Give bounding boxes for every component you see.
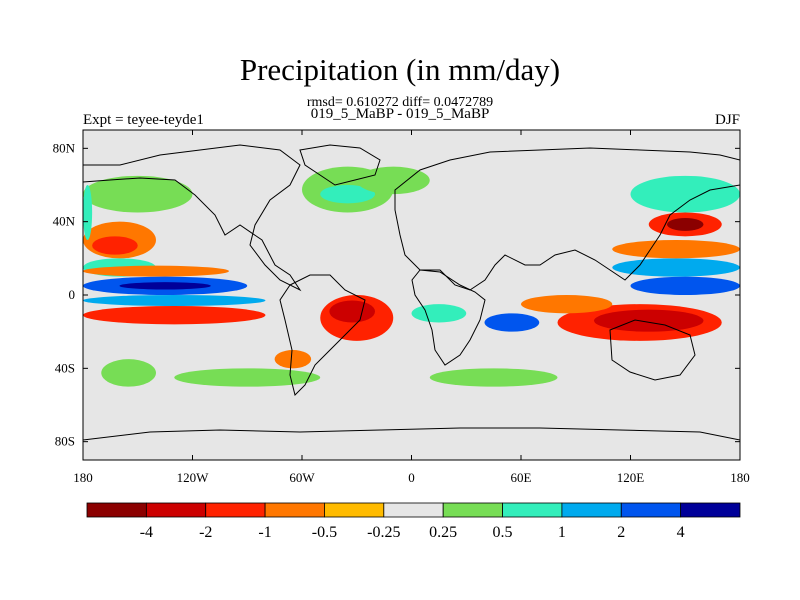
anomaly-region xyxy=(521,295,613,314)
anomaly-region xyxy=(83,295,266,306)
colorbar-label: -1 xyxy=(258,524,271,541)
lon-tick-label: 180 xyxy=(730,470,750,485)
colorbar-swatch xyxy=(561,502,622,518)
anomaly-region xyxy=(83,306,266,325)
colorbar-swatch xyxy=(145,502,207,518)
coastline-africa xyxy=(411,269,486,366)
anomaly-region xyxy=(630,276,740,296)
experiment-label: Expt = teyee-teyde1 xyxy=(83,112,204,128)
colorbar-label: 4 xyxy=(677,524,685,541)
coastline-north-america xyxy=(83,144,302,292)
season-label: DJF xyxy=(714,112,740,128)
anomaly-region xyxy=(92,236,138,255)
colorbar-swatch xyxy=(324,502,385,518)
anomaly-region xyxy=(83,175,193,213)
anomaly-region xyxy=(83,185,93,240)
anomaly-region xyxy=(320,185,375,204)
colorbar-swatch xyxy=(620,502,682,518)
coastline-antarctica xyxy=(83,427,740,441)
colorbar-swatch xyxy=(442,502,503,518)
colorbar-label: -0.25 xyxy=(367,524,400,541)
lon-tick-label: 180 xyxy=(73,470,93,485)
colorbar-swatch xyxy=(680,502,741,518)
chart-title: Precipitation (in mm/day) xyxy=(239,52,561,87)
lon-tick-label: 120E xyxy=(617,470,645,485)
colorbar-label: 0.5 xyxy=(493,524,513,541)
lat-tick-label: 40S xyxy=(55,360,75,375)
colorbar-swatch xyxy=(86,502,147,518)
coastline-layer xyxy=(83,144,740,441)
anomaly-region xyxy=(174,368,321,387)
colorbar: -4 -2 -1 -0.5 -0.25 0.25 0.5 1 2 4 xyxy=(86,502,741,541)
anomaly-region xyxy=(594,309,704,332)
anomaly-layer xyxy=(83,166,740,387)
chart-subtitle-cases: 019_5_MaBP - 019_5_MaBP xyxy=(310,106,490,122)
anomaly-region xyxy=(429,368,558,387)
anomaly-region xyxy=(630,175,740,213)
colorbar-swatch xyxy=(383,502,444,518)
colorbar-swatch xyxy=(264,502,325,518)
coastline-australia xyxy=(609,319,696,381)
colorbar-label: -2 xyxy=(199,524,212,541)
colorbar-swatch xyxy=(502,502,563,518)
lat-tick-label: 0 xyxy=(69,287,76,302)
anomaly-region xyxy=(101,359,156,387)
colorbar-label: 2 xyxy=(617,524,625,541)
lon-tick-label: 60E xyxy=(511,470,532,485)
map-axes: 180 120W 60W 0 60E 120E 180 80N 40N 0 40S 80S xyxy=(53,130,750,485)
lat-tick-label: 40N xyxy=(53,214,76,229)
coastline-greenland xyxy=(299,144,381,186)
colorbar-label: 0.25 xyxy=(429,524,457,541)
colorbar-label: 1 xyxy=(558,524,566,541)
anomaly-region xyxy=(612,240,740,259)
lat-tick-label: 80N xyxy=(53,140,76,155)
anomaly-region xyxy=(612,258,740,277)
anomaly-region xyxy=(484,313,540,332)
lon-tick-label: 60W xyxy=(289,470,315,485)
colorbar-label: -0.5 xyxy=(312,524,337,541)
chart-subtitle-stats: rmsd= 0.610272 diff= 0.0472789 xyxy=(306,95,494,110)
anomaly-region xyxy=(411,304,467,323)
colorbar-swatch xyxy=(205,502,266,518)
colorbar-label: -4 xyxy=(140,524,153,541)
coastline-south-america xyxy=(279,274,366,396)
lat-tick-label: 80S xyxy=(55,434,75,449)
anomaly-region xyxy=(83,265,229,277)
lon-tick-label: 120W xyxy=(177,470,210,485)
anomaly-region xyxy=(329,300,375,323)
anomaly-region xyxy=(274,350,312,369)
anomaly-region xyxy=(119,282,211,290)
anomaly-region xyxy=(667,218,704,231)
coastline-eurasia xyxy=(394,147,740,291)
lon-tick-label: 0 xyxy=(408,470,415,485)
